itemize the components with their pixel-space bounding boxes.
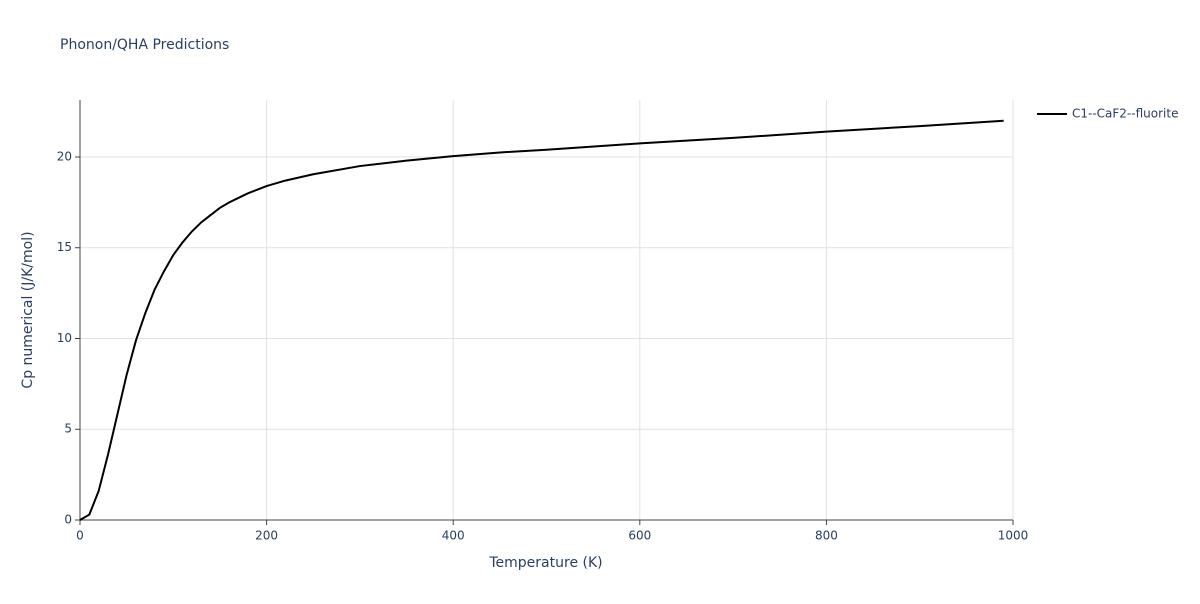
x-tick-label: 1000 xyxy=(998,529,1029,543)
y-tick-label: 0 xyxy=(64,513,72,527)
x-tick-label: 0 xyxy=(76,529,84,543)
x-axis-title: Temperature (K) xyxy=(488,555,602,571)
x-tick-label: 400 xyxy=(442,529,465,543)
x-tick-label: 200 xyxy=(255,529,278,543)
data-line xyxy=(79,119,1004,521)
y-tick-label: 10 xyxy=(57,331,72,345)
legend-label: C1--CaF2--fluorite xyxy=(1072,107,1178,121)
x-tick-label: 800 xyxy=(815,529,838,543)
y-tick-label: 5 xyxy=(64,422,72,436)
chart-title: Phonon/QHA Predictions xyxy=(60,37,229,53)
y-tick-label: 15 xyxy=(57,240,72,254)
y-axis-title: Cp numerical (J/K/mol) xyxy=(20,231,36,388)
y-tick-label: 20 xyxy=(57,149,72,163)
x-tick-label: 600 xyxy=(628,529,651,543)
